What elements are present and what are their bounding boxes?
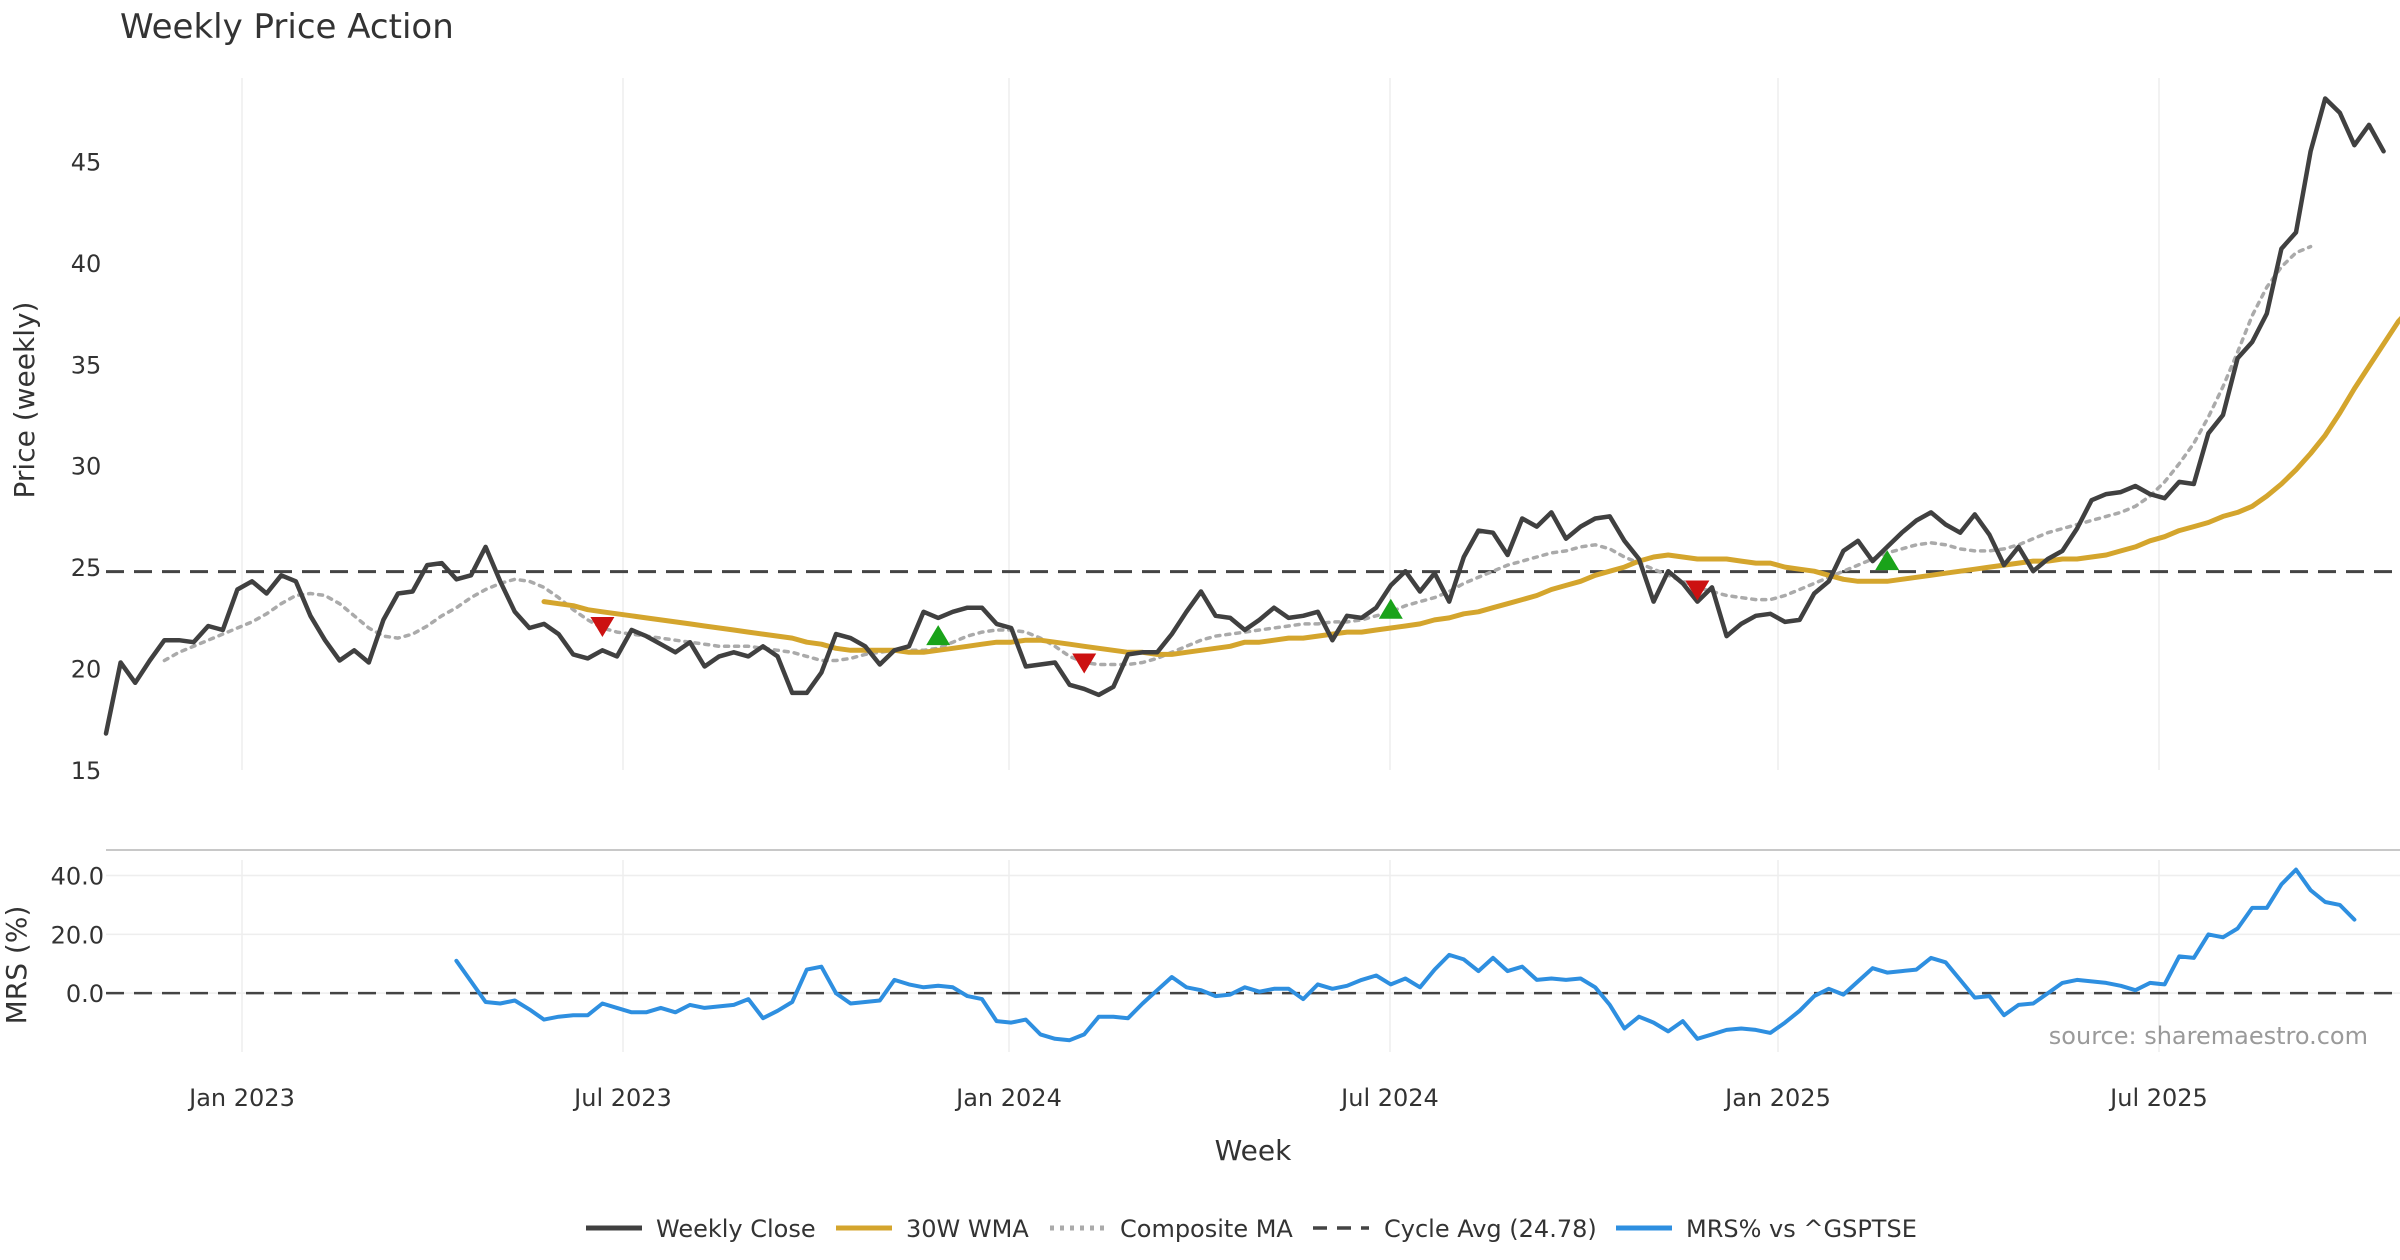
mrs-y-axis-label: MRS (%) (0, 906, 33, 1025)
mrs-ytick-label: 40.0 (51, 863, 104, 891)
x-tick-label: Jul 2023 (572, 1084, 672, 1112)
weekly-close-line (103, 96, 2386, 736)
price-ytick-label: 30 (71, 453, 102, 481)
chart-legend: Weekly Close 30W WMA Composite MA Cycle Avg… (586, 1215, 1917, 1243)
source-watermark: source: sharemaestro.com (2049, 1022, 2368, 1050)
x-tick-label: Jan 2024 (954, 1084, 1062, 1112)
price-ytick-label: 45 (71, 148, 102, 176)
buy-signal-marker (926, 625, 951, 646)
price-ytick-label: 25 (71, 554, 102, 582)
price-panel-grid (241, 78, 2160, 770)
mrs-ytick-label: 20.0 (51, 921, 104, 949)
chart-title: Weekly Price Action (120, 7, 454, 47)
x-axis-label: Week (1215, 1134, 1292, 1167)
signal-markers (590, 550, 1900, 674)
x-ticks: Jan 2023 Jul 2023 Jan 2024 Jul 2024 Jan 2025… (187, 1084, 2208, 1112)
legend-label: MRS% vs ^GSPTSE (1686, 1215, 1917, 1243)
buy-signal-marker (1378, 598, 1403, 619)
x-tick-label: Jan 2023 (187, 1084, 295, 1112)
legend-label: Cycle Avg (24.78) (1384, 1215, 1597, 1243)
composite-ma-line (162, 244, 2313, 667)
price-ytick-label: 15 (71, 757, 102, 785)
sell-signal-marker (590, 617, 615, 637)
mrs-series-group (454, 867, 2357, 1043)
sell-signal-marker (1072, 653, 1097, 674)
price-series-group (103, 96, 2400, 736)
price-ytick-label: 20 (71, 656, 102, 684)
legend-label: 30W WMA (906, 1215, 1029, 1243)
wma-30w-line (541, 315, 2400, 657)
price-ytick-label: 40 (71, 250, 102, 278)
mrs-line (454, 867, 2357, 1043)
mrs-ytick-label: 0.0 (66, 980, 104, 1008)
mrs-y-ticks: 0.0 20.0 40.0 (51, 863, 104, 1009)
price-y-axis-label: Price (weekly) (8, 302, 41, 499)
legend-label: Weekly Close (656, 1215, 816, 1243)
x-tick-label: Jul 2025 (2108, 1084, 2208, 1112)
x-tick-label: Jan 2025 (1723, 1084, 1831, 1112)
buy-signal-marker (1875, 550, 1900, 571)
price-y-ticks: 15 20 25 30 35 40 45 (71, 148, 102, 785)
x-tick-label: Jul 2024 (1339, 1084, 1439, 1112)
legend-label: Composite MA (1120, 1215, 1293, 1243)
sell-signal-marker (1685, 580, 1710, 601)
price-ytick-label: 35 (71, 351, 102, 379)
